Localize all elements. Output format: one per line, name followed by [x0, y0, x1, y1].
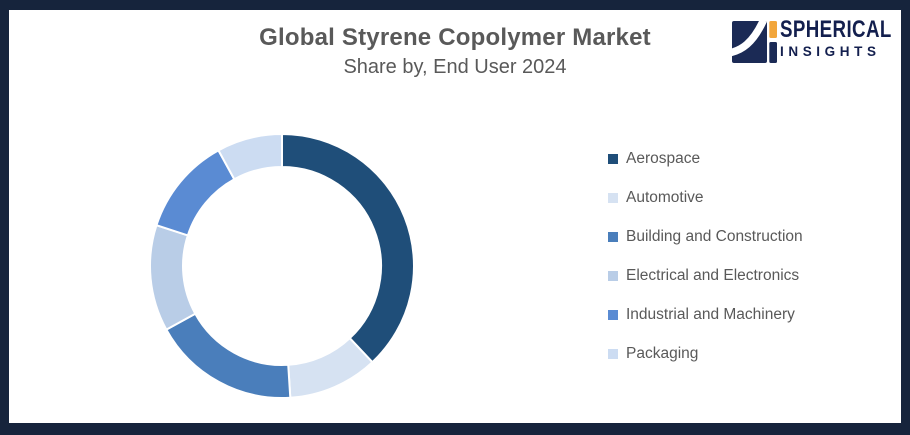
- chart-legend: Aerospace Automotive Building and Constr…: [608, 148, 803, 365]
- legend-item-packaging: Packaging: [608, 343, 803, 365]
- donut-segment-aerospace: [281, 132, 415, 364]
- legend-swatch: [608, 154, 618, 164]
- legend-item-automotive: Automotive: [608, 187, 803, 209]
- legend-item-building-and-construction: Building and Construction: [608, 226, 803, 248]
- legend-label: Industrial and Machinery: [626, 306, 795, 324]
- legend-item-aerospace: Aerospace: [608, 148, 803, 170]
- page-subtitle: Share by, End User 2024: [343, 55, 567, 78]
- spherical-insights-logo-icon: [732, 21, 777, 63]
- legend-label: Packaging: [626, 345, 699, 363]
- legend-swatch: [608, 349, 618, 359]
- legend-swatch: [608, 310, 618, 320]
- legend-label: Electrical and Electronics: [626, 267, 800, 285]
- spherical-insights-logo: SPHERICAL INSIGHTS: [732, 16, 910, 63]
- donut-chart: [149, 132, 415, 399]
- legend-item-industrial-and-machinery: Industrial and Machinery: [608, 304, 803, 326]
- legend-label: Aerospace: [626, 150, 701, 168]
- donut-segment-industrial-and-machinery: [155, 148, 236, 237]
- donut-segment-electrical-and-electronics: [149, 223, 197, 331]
- logo-name-line2: INSIGHTS: [780, 43, 881, 59]
- chart-header: Global Styrene Copolymer Market Share by…: [0, 24, 910, 79]
- donut-segment-building-and-construction: [164, 312, 292, 399]
- logo-wordmark: SPHERICAL INSIGHTS: [780, 16, 910, 59]
- legend-swatch: [608, 271, 618, 281]
- page-title: Global Styrene Copolymer Market: [259, 24, 651, 51]
- legend-swatch: [608, 232, 618, 242]
- legend-label: Building and Construction: [626, 228, 803, 246]
- legend-label: Automotive: [626, 189, 704, 207]
- legend-swatch: [608, 193, 618, 203]
- legend-item-electrical-and-electronics: Electrical and Electronics: [608, 265, 803, 287]
- logo-name-line1: SPHERICAL: [780, 16, 892, 43]
- donut-segment-packaging: [217, 132, 283, 181]
